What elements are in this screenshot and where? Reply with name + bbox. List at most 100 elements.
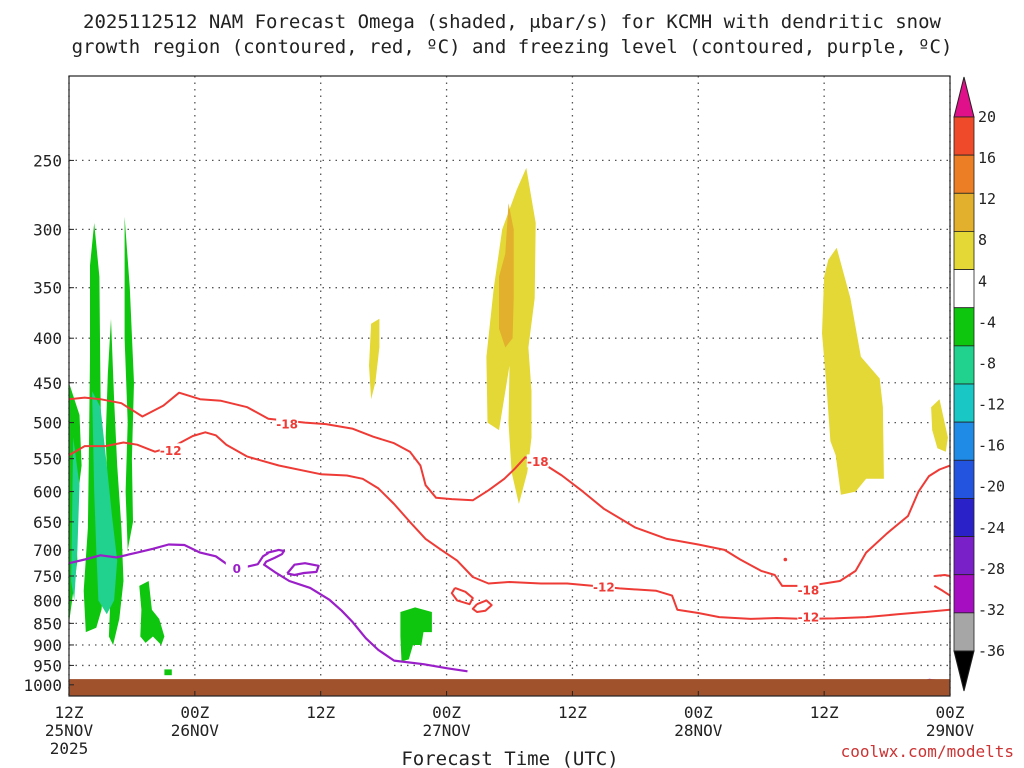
y-tick-label: 900 <box>33 636 62 655</box>
colorbar-segment <box>953 498 975 537</box>
colorbar-over-triangle <box>953 76 975 118</box>
colorbar-segment <box>953 307 975 347</box>
dgz-contour-line <box>69 391 950 587</box>
colorbar: 20 16 12 8 4 -4 -8 -12 -16 -20 -24 -28 -32 -36 <box>953 76 1005 692</box>
colorbar-segment <box>953 269 975 309</box>
colorbar-segment <box>953 536 975 576</box>
colorbar-tick-label: 4 <box>978 272 987 290</box>
y-tick-label: 500 <box>33 414 62 433</box>
contour-label: -12 <box>160 444 182 458</box>
y-tick-label: 600 <box>33 483 62 502</box>
dgz-contour-line <box>471 599 493 613</box>
contour-label-bg <box>592 579 615 593</box>
contour-label-bg <box>797 610 820 624</box>
colorbar-tick-label: -28 <box>978 560 1005 578</box>
y-tick-label: 750 <box>33 567 62 586</box>
x-tick-label: 00Z <box>684 703 713 722</box>
x-tick-label: 29NOV <box>926 721 975 740</box>
freezing-level-contour <box>69 543 269 569</box>
omega-region <box>139 581 165 645</box>
x-tick-label: 2025 <box>50 739 89 758</box>
colorbar-segment <box>953 192 975 232</box>
contour-label-bg <box>797 582 820 596</box>
surface-terrain <box>69 679 950 696</box>
omega-region <box>124 216 134 550</box>
contour-label: -18 <box>276 418 298 432</box>
colorbar-tick-label: 12 <box>978 190 996 208</box>
omega-region <box>369 318 380 400</box>
omega-region <box>822 247 884 495</box>
colorbar-segment <box>953 345 975 385</box>
colorbar-tick-label: -4 <box>978 313 996 331</box>
y-tick-label: 400 <box>33 329 62 348</box>
x-tick-label: 26NOV <box>171 721 220 740</box>
colorbar-tick-label: -12 <box>978 396 1005 414</box>
colorbar-tick-label: 20 <box>978 108 996 126</box>
omega-region <box>499 203 514 348</box>
colorbar-under-triangle <box>953 650 975 692</box>
y-axis: 250 300 350 400 450 500 550 600 650 700 750 800 850 9… <box>23 151 74 695</box>
colorbar-segment <box>953 421 975 461</box>
colorbar-tick-label: -32 <box>978 601 1005 619</box>
colorbar-segment <box>953 231 975 270</box>
chart-title-line2: growth region (contoured, red, ºC) and f… <box>72 36 953 58</box>
colorbar-segment <box>953 383 975 423</box>
plot-frame <box>68 75 951 697</box>
dgz-contour-line <box>450 586 474 606</box>
dgz-contour-line <box>934 574 950 577</box>
x-tick-label: 00Z <box>936 703 965 722</box>
colorbar-segment <box>953 612 975 652</box>
x-tick-label: 00Z <box>180 703 209 722</box>
y-tick-label: 350 <box>33 279 62 298</box>
y-tick-label: 450 <box>33 374 62 393</box>
contour-label: -18 <box>527 455 549 469</box>
contour-label: -18 <box>798 583 820 597</box>
freezing-level-contour <box>286 562 320 577</box>
contour-label: 0 <box>233 562 241 576</box>
contour-label-bg <box>526 454 549 468</box>
colorbar-segment <box>953 459 975 499</box>
colorbar-tick-label: -8 <box>978 354 996 372</box>
dgz-dot <box>783 557 788 562</box>
contour-label-bg <box>159 443 182 457</box>
omega-region <box>164 669 172 676</box>
colorbar-segment <box>953 574 975 614</box>
y-tick-label: 850 <box>33 614 62 633</box>
colorbar-tick-label: 8 <box>978 231 987 249</box>
x-tick-label: 12Z <box>55 703 84 722</box>
x-tick-label: 25NOV <box>45 721 94 740</box>
x-tick-label: 28NOV <box>674 721 723 740</box>
colorbar-tick-label: -36 <box>978 642 1005 660</box>
colorbar-tick-label: -20 <box>978 478 1005 496</box>
x-tick-label: 12Z <box>306 703 335 722</box>
contour-label: -12 <box>593 580 615 594</box>
omega-region <box>931 399 948 452</box>
colorbar-tick-label: -24 <box>978 519 1005 537</box>
y-tick-label: 300 <box>33 220 62 239</box>
x-tick-label: 27NOV <box>422 721 471 740</box>
plot-area: -18 -12 -18 -12 -18 -12 0 <box>68 75 951 697</box>
dgz-contour-line <box>933 585 950 597</box>
contour-label: -12 <box>798 611 820 625</box>
credit-text: coolwx.com/modelts <box>841 742 1014 761</box>
y-tick-label: 800 <box>33 591 62 610</box>
contour-label-bg <box>276 417 299 431</box>
colorbar-segment <box>953 116 975 156</box>
contour-label-bg <box>225 561 248 575</box>
surface-ground <box>69 679 950 696</box>
x-axis-label: Forecast Time (UTC) <box>401 748 618 768</box>
omega-shading <box>69 167 948 676</box>
y-tick-label: 250 <box>33 151 62 170</box>
omega-region <box>71 437 80 601</box>
y-tick-label: 700 <box>33 541 62 560</box>
contour-lines: -18 -12 -18 -12 -18 -12 0 <box>69 391 950 684</box>
y-tick-label: 1000 <box>23 676 62 695</box>
colorbar-tick-label: 16 <box>978 149 996 167</box>
colorbar-segment <box>953 154 975 194</box>
y-tick-label: 650 <box>33 513 62 532</box>
x-tick-label: 12Z <box>810 703 839 722</box>
chart-title-line1: 2025112512 NAM Forecast Omega (shaded, μ… <box>83 11 941 33</box>
x-tick-label: 12Z <box>558 703 587 722</box>
